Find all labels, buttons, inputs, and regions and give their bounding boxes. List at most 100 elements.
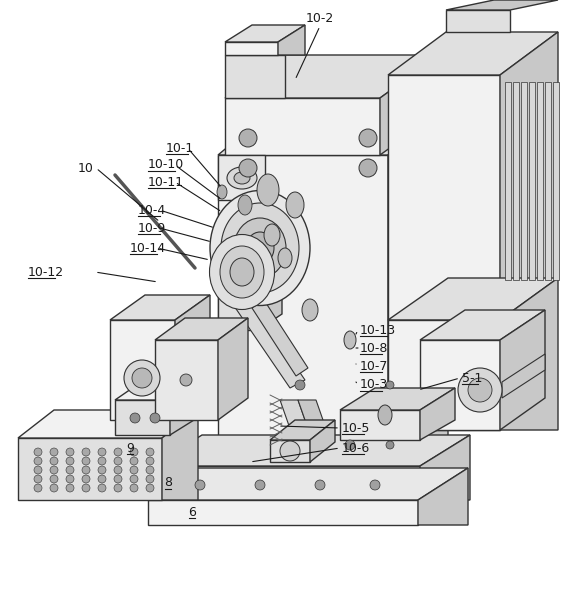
Circle shape (250, 242, 266, 258)
Polygon shape (420, 388, 455, 440)
Circle shape (34, 466, 42, 474)
Polygon shape (225, 98, 380, 155)
Text: 10-3: 10-3 (360, 379, 388, 392)
Circle shape (66, 448, 74, 456)
Text: 10-8: 10-8 (360, 341, 388, 355)
Circle shape (239, 159, 257, 177)
Ellipse shape (221, 203, 299, 293)
Text: 10-14: 10-14 (130, 241, 166, 255)
Ellipse shape (220, 246, 264, 298)
Circle shape (315, 480, 325, 490)
Polygon shape (270, 420, 335, 440)
Polygon shape (298, 400, 330, 440)
Polygon shape (388, 105, 448, 500)
Circle shape (34, 457, 42, 465)
Circle shape (98, 484, 106, 492)
Circle shape (386, 381, 394, 389)
Polygon shape (388, 75, 500, 320)
Polygon shape (148, 500, 418, 525)
Text: 6: 6 (188, 506, 196, 519)
Polygon shape (537, 82, 543, 280)
Polygon shape (502, 354, 545, 398)
Circle shape (150, 413, 160, 423)
Circle shape (359, 129, 377, 147)
Polygon shape (529, 82, 535, 280)
Circle shape (124, 360, 160, 396)
Polygon shape (500, 32, 558, 320)
Ellipse shape (234, 218, 286, 278)
Text: 10-10: 10-10 (148, 159, 184, 171)
Polygon shape (340, 410, 420, 440)
Circle shape (114, 457, 122, 465)
Circle shape (82, 466, 90, 474)
Circle shape (468, 378, 492, 402)
Polygon shape (170, 378, 202, 435)
Text: 5-1: 5-1 (462, 371, 482, 385)
Polygon shape (152, 435, 470, 466)
Polygon shape (218, 295, 258, 330)
Polygon shape (545, 82, 551, 280)
Polygon shape (420, 435, 470, 500)
Ellipse shape (246, 232, 274, 264)
Circle shape (82, 475, 90, 483)
Circle shape (50, 466, 58, 474)
Polygon shape (420, 340, 500, 430)
Circle shape (66, 466, 74, 474)
Polygon shape (218, 105, 448, 155)
Circle shape (130, 484, 138, 492)
Ellipse shape (238, 195, 252, 215)
Polygon shape (18, 438, 162, 500)
Text: 10-13: 10-13 (360, 323, 396, 337)
Circle shape (82, 457, 90, 465)
Ellipse shape (227, 167, 257, 189)
Ellipse shape (210, 234, 275, 310)
Text: 10-5: 10-5 (342, 422, 370, 434)
Text: 10: 10 (78, 162, 94, 174)
Ellipse shape (210, 190, 310, 305)
Polygon shape (115, 378, 202, 400)
Circle shape (98, 475, 106, 483)
Polygon shape (225, 55, 440, 98)
Circle shape (50, 484, 58, 492)
Circle shape (130, 448, 138, 456)
Ellipse shape (278, 248, 292, 268)
Polygon shape (218, 278, 282, 295)
Circle shape (359, 159, 377, 177)
Polygon shape (380, 55, 440, 155)
Polygon shape (155, 318, 248, 340)
Circle shape (458, 368, 502, 412)
Polygon shape (225, 42, 278, 55)
Polygon shape (521, 82, 527, 280)
Polygon shape (225, 25, 305, 42)
Circle shape (50, 457, 58, 465)
Circle shape (66, 484, 74, 492)
Polygon shape (252, 300, 308, 376)
Text: 10-11: 10-11 (148, 176, 184, 189)
Circle shape (34, 475, 42, 483)
Polygon shape (18, 410, 198, 438)
Polygon shape (505, 82, 511, 280)
Polygon shape (278, 25, 305, 55)
Polygon shape (230, 292, 305, 388)
Polygon shape (218, 155, 265, 200)
Ellipse shape (286, 192, 304, 218)
Circle shape (370, 480, 380, 490)
Circle shape (114, 475, 122, 483)
Circle shape (50, 448, 58, 456)
Circle shape (146, 448, 154, 456)
Text: 9: 9 (126, 441, 134, 455)
Polygon shape (148, 468, 468, 500)
Polygon shape (418, 468, 468, 525)
Circle shape (98, 466, 106, 474)
Text: 10-6: 10-6 (342, 441, 370, 455)
Circle shape (146, 457, 154, 465)
Text: 10-9: 10-9 (138, 222, 166, 234)
Circle shape (146, 466, 154, 474)
Polygon shape (270, 440, 310, 462)
Polygon shape (446, 0, 558, 10)
Ellipse shape (257, 174, 279, 206)
Circle shape (130, 457, 138, 465)
Ellipse shape (230, 258, 254, 286)
Ellipse shape (344, 331, 356, 349)
Polygon shape (553, 82, 559, 280)
